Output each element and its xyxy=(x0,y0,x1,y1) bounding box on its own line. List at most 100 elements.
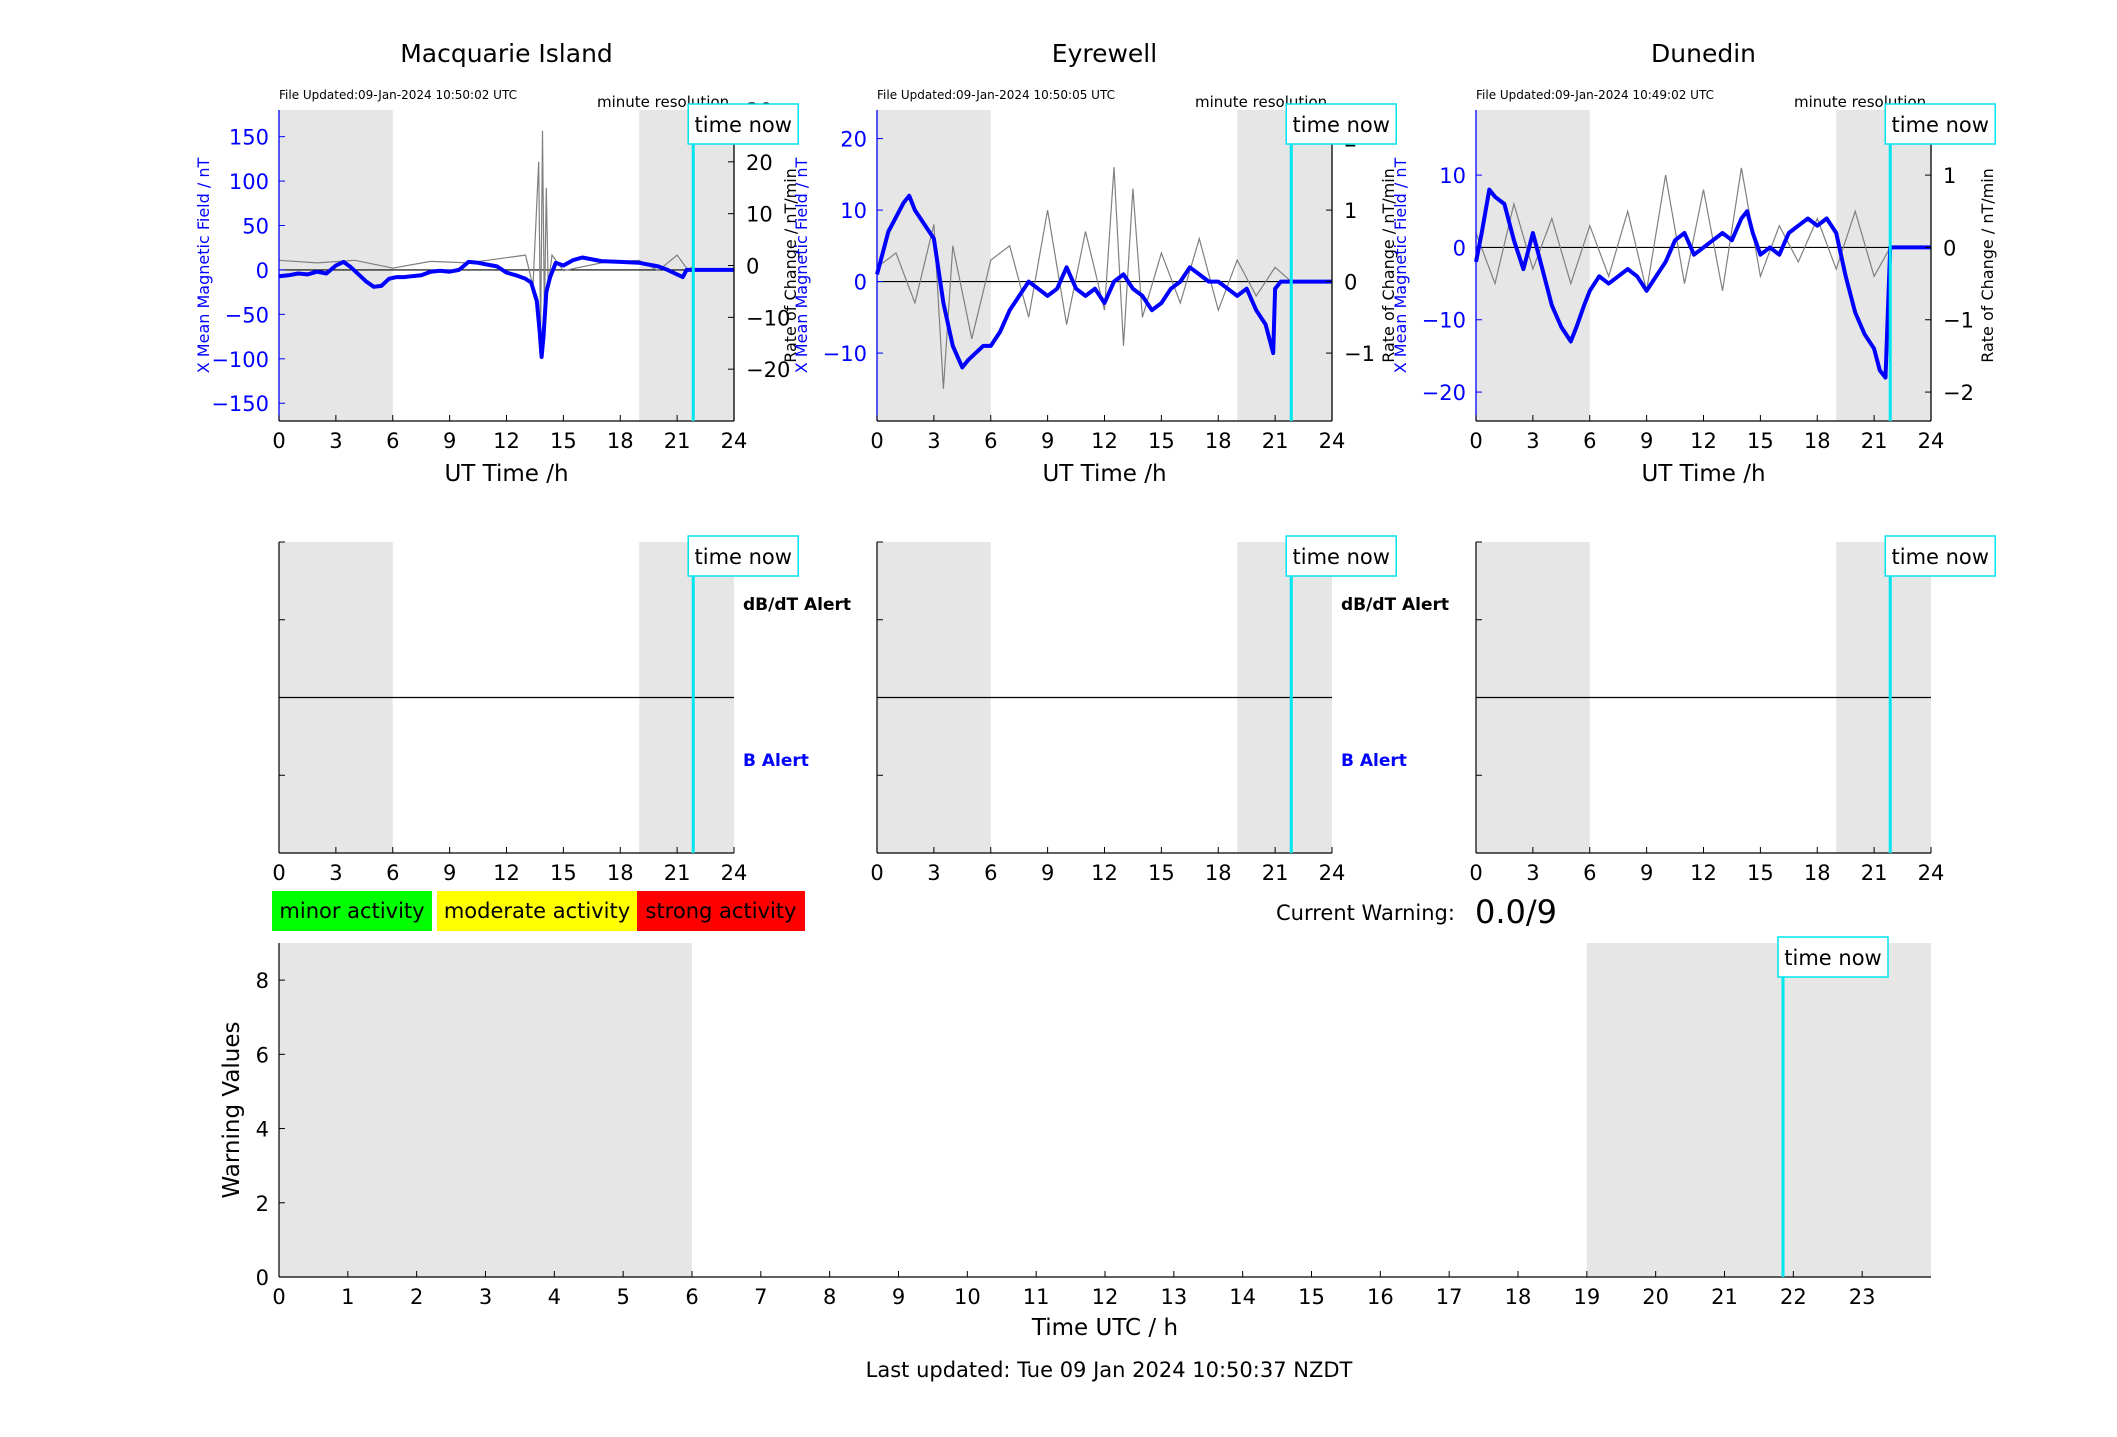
y-tick-label: 100 xyxy=(229,170,269,194)
x-tick-label: 13 xyxy=(1160,1285,1187,1309)
x-tick-label: 3 xyxy=(927,861,940,885)
x-tick-label: 18 xyxy=(1804,861,1831,885)
y2-tick-label: 1 xyxy=(1344,199,1357,223)
x-tick-label: 6 xyxy=(1583,861,1596,885)
station-panel-2: −1001020−101203691215182124EyrewellFile … xyxy=(792,39,1398,487)
legend-strong-label: strong activity xyxy=(646,899,797,923)
x-tick-label: 15 xyxy=(1747,861,1774,885)
x-tick-label: 15 xyxy=(1298,1285,1325,1309)
x-tick-label: 24 xyxy=(1918,429,1945,453)
x-tick-label: 18 xyxy=(607,861,634,885)
x-tick-label: 16 xyxy=(1367,1285,1394,1309)
y-tick-label: 0 xyxy=(256,259,269,283)
file-updated: File Updated:09-Jan-2024 10:49:02 UTC xyxy=(1476,88,1714,102)
time-now-label: time now xyxy=(1784,946,1881,970)
alert-panel-2: 0 3 6 9 12 15 18 21 24 time now dB/dT Alert B Alert xyxy=(870,535,1449,885)
time-now-label: time now xyxy=(1892,545,1989,569)
x-tick-label: 15 xyxy=(1747,429,1774,453)
x-tick-label: 8 xyxy=(823,1285,836,1309)
x-tick-label: 22 xyxy=(1780,1285,1807,1309)
right-y-label: Rate of Change / nT/min xyxy=(1379,168,1398,363)
x-tick-label: 24 xyxy=(1319,861,1346,885)
legend-minor-box xyxy=(272,891,432,931)
x-tick-label: 24 xyxy=(721,429,748,453)
x-tick-label: 0 xyxy=(272,861,285,885)
y2-tick-label: 1 xyxy=(1943,164,1956,188)
y-tick-label: −50 xyxy=(225,303,269,327)
dbdt-alert-label: dB/dT Alert xyxy=(743,595,851,615)
time-now-label: time now xyxy=(1293,545,1390,569)
time-now-box xyxy=(1884,535,1996,577)
magnetic-field-line xyxy=(875,193,1332,370)
time-now-box xyxy=(1285,103,1397,145)
night-shading-0 xyxy=(1476,110,1590,421)
x-tick-label: 2 xyxy=(410,1285,423,1309)
night-shading-0 xyxy=(877,110,991,421)
x-tick-label: 15 xyxy=(1148,861,1175,885)
x-tick-label: 1 xyxy=(341,1285,354,1309)
station-title: Dunedin xyxy=(1651,39,1756,68)
x-tick-label: 9 xyxy=(1041,429,1054,453)
file-updated: File Updated:09-Jan-2024 10:50:05 UTC xyxy=(877,88,1115,102)
x-axis-label: UT Time /h xyxy=(1042,461,1166,487)
x-tick-label: 12 xyxy=(493,429,520,453)
time-now-label: time now xyxy=(695,545,792,569)
x-tick-label: 9 xyxy=(443,861,456,885)
y2-tick-label: 0 xyxy=(746,255,759,279)
x-tick-label: 21 xyxy=(1711,1285,1738,1309)
rate-of-change-line xyxy=(1475,167,1891,291)
x-tick-label: 23 xyxy=(1849,1285,1876,1309)
rate-of-change-line xyxy=(876,167,1292,389)
legend-moderate-label: moderate activity xyxy=(444,899,630,923)
night-shading-1 xyxy=(1836,110,1931,421)
right-y-label: Rate of Change / nT/min xyxy=(1978,168,1997,363)
x-tick-label: 0 xyxy=(1469,861,1482,885)
x-tick-label: 12 xyxy=(1091,861,1118,885)
x-tick-label: 6 xyxy=(685,1285,698,1309)
y2-tick-label: 20 xyxy=(746,151,773,175)
y-axis-label: Warning Values xyxy=(219,1021,245,1198)
y-tick-label: 10 xyxy=(1439,164,1466,188)
x-tick-label: 12 xyxy=(493,861,520,885)
left-y-label: X Mean Magnetic Field / nT xyxy=(792,158,811,374)
x-tick-label: 0 xyxy=(272,1285,285,1309)
time-now-label: time now xyxy=(1293,113,1390,137)
x-tick-label: 0 xyxy=(272,429,285,453)
y2-tick-label: 0 xyxy=(1344,271,1357,295)
x-tick-label: 6 xyxy=(984,429,997,453)
x-axis-label: UT Time /h xyxy=(444,461,568,487)
x-tick-label: 15 xyxy=(550,429,577,453)
x-tick-label: 12 xyxy=(1690,429,1717,453)
y2-tick-label: −1 xyxy=(1943,309,1974,333)
y2-tick-label: 0 xyxy=(1943,236,1956,260)
time-now-box xyxy=(687,535,799,577)
alert-panel-1: 0 3 6 9 12 15 18 21 24 time now dB/dT Alert B Alert xyxy=(272,535,851,885)
x-tick-label: 21 xyxy=(1861,429,1888,453)
x-tick-label: 15 xyxy=(1148,429,1175,453)
x-tick-label: 9 xyxy=(443,429,456,453)
x-tick-label: 12 xyxy=(1091,429,1118,453)
x-tick-label: 21 xyxy=(664,861,691,885)
y-tick-label: 20 xyxy=(840,128,867,152)
x-tick-label: 18 xyxy=(1205,861,1232,885)
x-tick-label: 9 xyxy=(1640,429,1653,453)
x-tick-label: 18 xyxy=(1505,1285,1532,1309)
file-updated: File Updated:09-Jan-2024 10:50:02 UTC xyxy=(279,88,517,102)
alert-panel-3: 0 3 6 9 12 15 18 21 24 time now xyxy=(1469,535,1996,885)
current-warning-label: Current Warning: xyxy=(1276,901,1455,925)
y-tick-label: 4 xyxy=(256,1118,269,1142)
dbdt-alert-label: dB/dT Alert xyxy=(1341,595,1449,615)
time-now-label: time now xyxy=(1892,113,1989,137)
y-tick-label: −20 xyxy=(1422,381,1466,405)
y-tick-label: 6 xyxy=(256,1043,269,1067)
x-tick-label: 21 xyxy=(1262,429,1289,453)
x-tick-label: 0 xyxy=(870,861,883,885)
activity-legend: minor activity moderate activity strong … xyxy=(272,891,805,931)
x-tick-label: 6 xyxy=(1583,429,1596,453)
x-tick-label: 6 xyxy=(386,429,399,453)
x-axis-label: UT Time /h xyxy=(1641,461,1765,487)
x-tick-label: 14 xyxy=(1229,1285,1256,1309)
x-tick-label: 19 xyxy=(1573,1285,1600,1309)
time-now-label: time now xyxy=(695,113,792,137)
